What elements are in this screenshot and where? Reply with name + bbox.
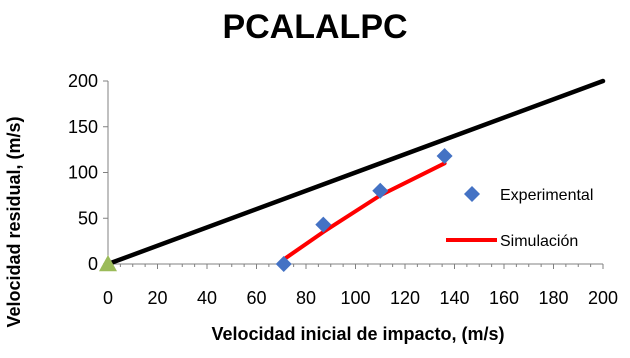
x-tick-label: 100	[340, 288, 370, 308]
y-tick-label: 150	[68, 117, 98, 137]
x-tick-label: 120	[390, 288, 420, 308]
series-line-simulacion	[281, 161, 447, 262]
data-point-origin	[99, 255, 117, 272]
plot-area	[99, 78, 606, 272]
x-tick-label: 200	[588, 288, 618, 308]
series-line-reference	[105, 78, 606, 267]
data-point-experimental	[275, 256, 292, 272]
data-point-experimental	[436, 148, 453, 165]
x-tick-label: 160	[489, 288, 519, 308]
x-tick-label: 140	[439, 288, 469, 308]
y-tick-label: 50	[78, 208, 98, 228]
data-point-experimental	[372, 182, 389, 199]
x-tick-label: 20	[147, 288, 167, 308]
y-tick-label: 0	[88, 254, 98, 274]
x-tick-label: 60	[246, 288, 266, 308]
legend-label: Experimental	[500, 187, 593, 204]
legend-marker-experimental	[464, 186, 480, 202]
x-axis-label: Velocidad inicial de impacto, (m/s)	[211, 324, 504, 344]
x-tick-label: 0	[103, 288, 113, 308]
x-tick-label: 180	[538, 288, 568, 308]
chart-title: PCALALPC	[222, 8, 407, 46]
legend: Experimental Simulación	[446, 186, 593, 250]
axes: 0 50 100 150 200 0 20 40 60 80 100 120 140 160 180 200	[68, 71, 618, 308]
legend-label: Simulación	[500, 233, 578, 250]
y-axis-label: Velocidad residual, (m/s)	[4, 116, 24, 327]
y-tick-label: 100	[68, 163, 98, 183]
y-tick-label: 200	[68, 71, 98, 91]
data-point-experimental	[315, 216, 332, 233]
x-tick-label: 80	[296, 288, 316, 308]
x-tick-label: 40	[197, 288, 217, 308]
